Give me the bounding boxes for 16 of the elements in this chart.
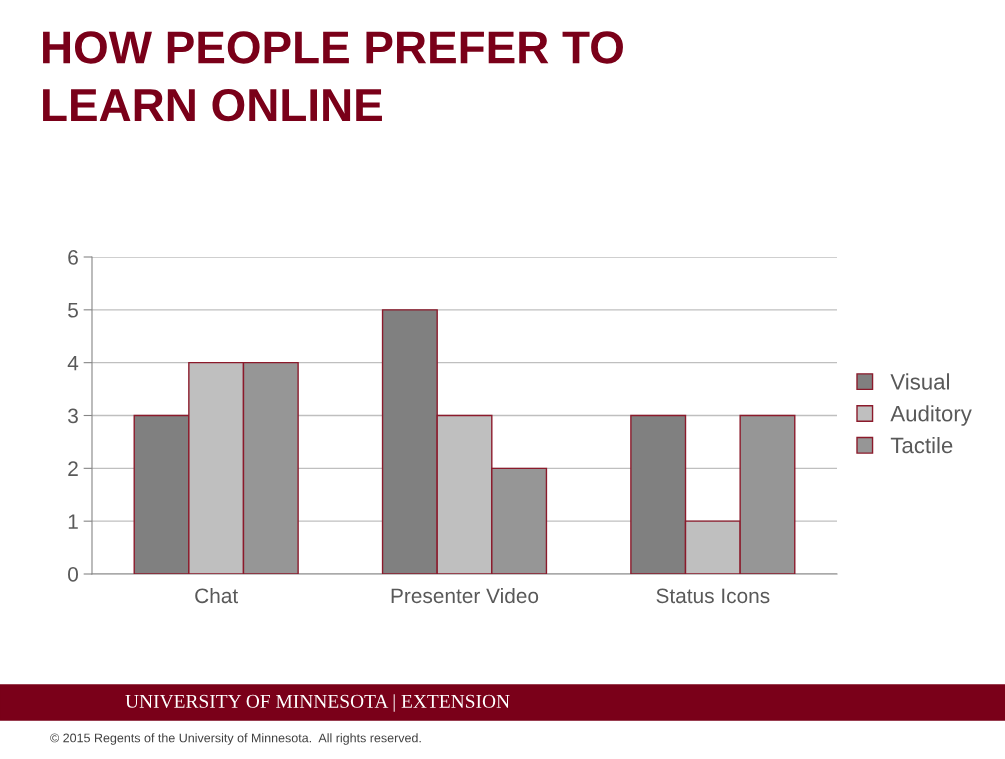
y-tick-label: 0 [68,567,78,582]
y-tick-label: 3 [68,408,78,424]
legend-label: Auditory [890,405,972,426]
y-tick-label: 4 [67,355,79,371]
chart-title: HOW PEOPLE PREFER TO LEARN ONLINE [43,31,623,122]
x-tick-label: Status Icons [656,588,770,604]
y-tick-label: 5 [68,303,78,318]
text: UNIVERSITY OF MINNESOTA | EXTENSION [125,694,510,712]
y-tick-label: 2 [68,461,78,476]
x-tick-label: Presenter Video [391,587,539,604]
y-tick-label: 6 [68,250,78,265]
text: © 2015 Regents of the University of Minnesota. All rights reserved. [50,733,421,745]
y-tick-label: 1 [68,514,78,529]
legend-label: Visual [890,373,949,390]
x-tick-label: Chat [195,587,239,604]
legend-label: Tactile [890,436,953,454]
